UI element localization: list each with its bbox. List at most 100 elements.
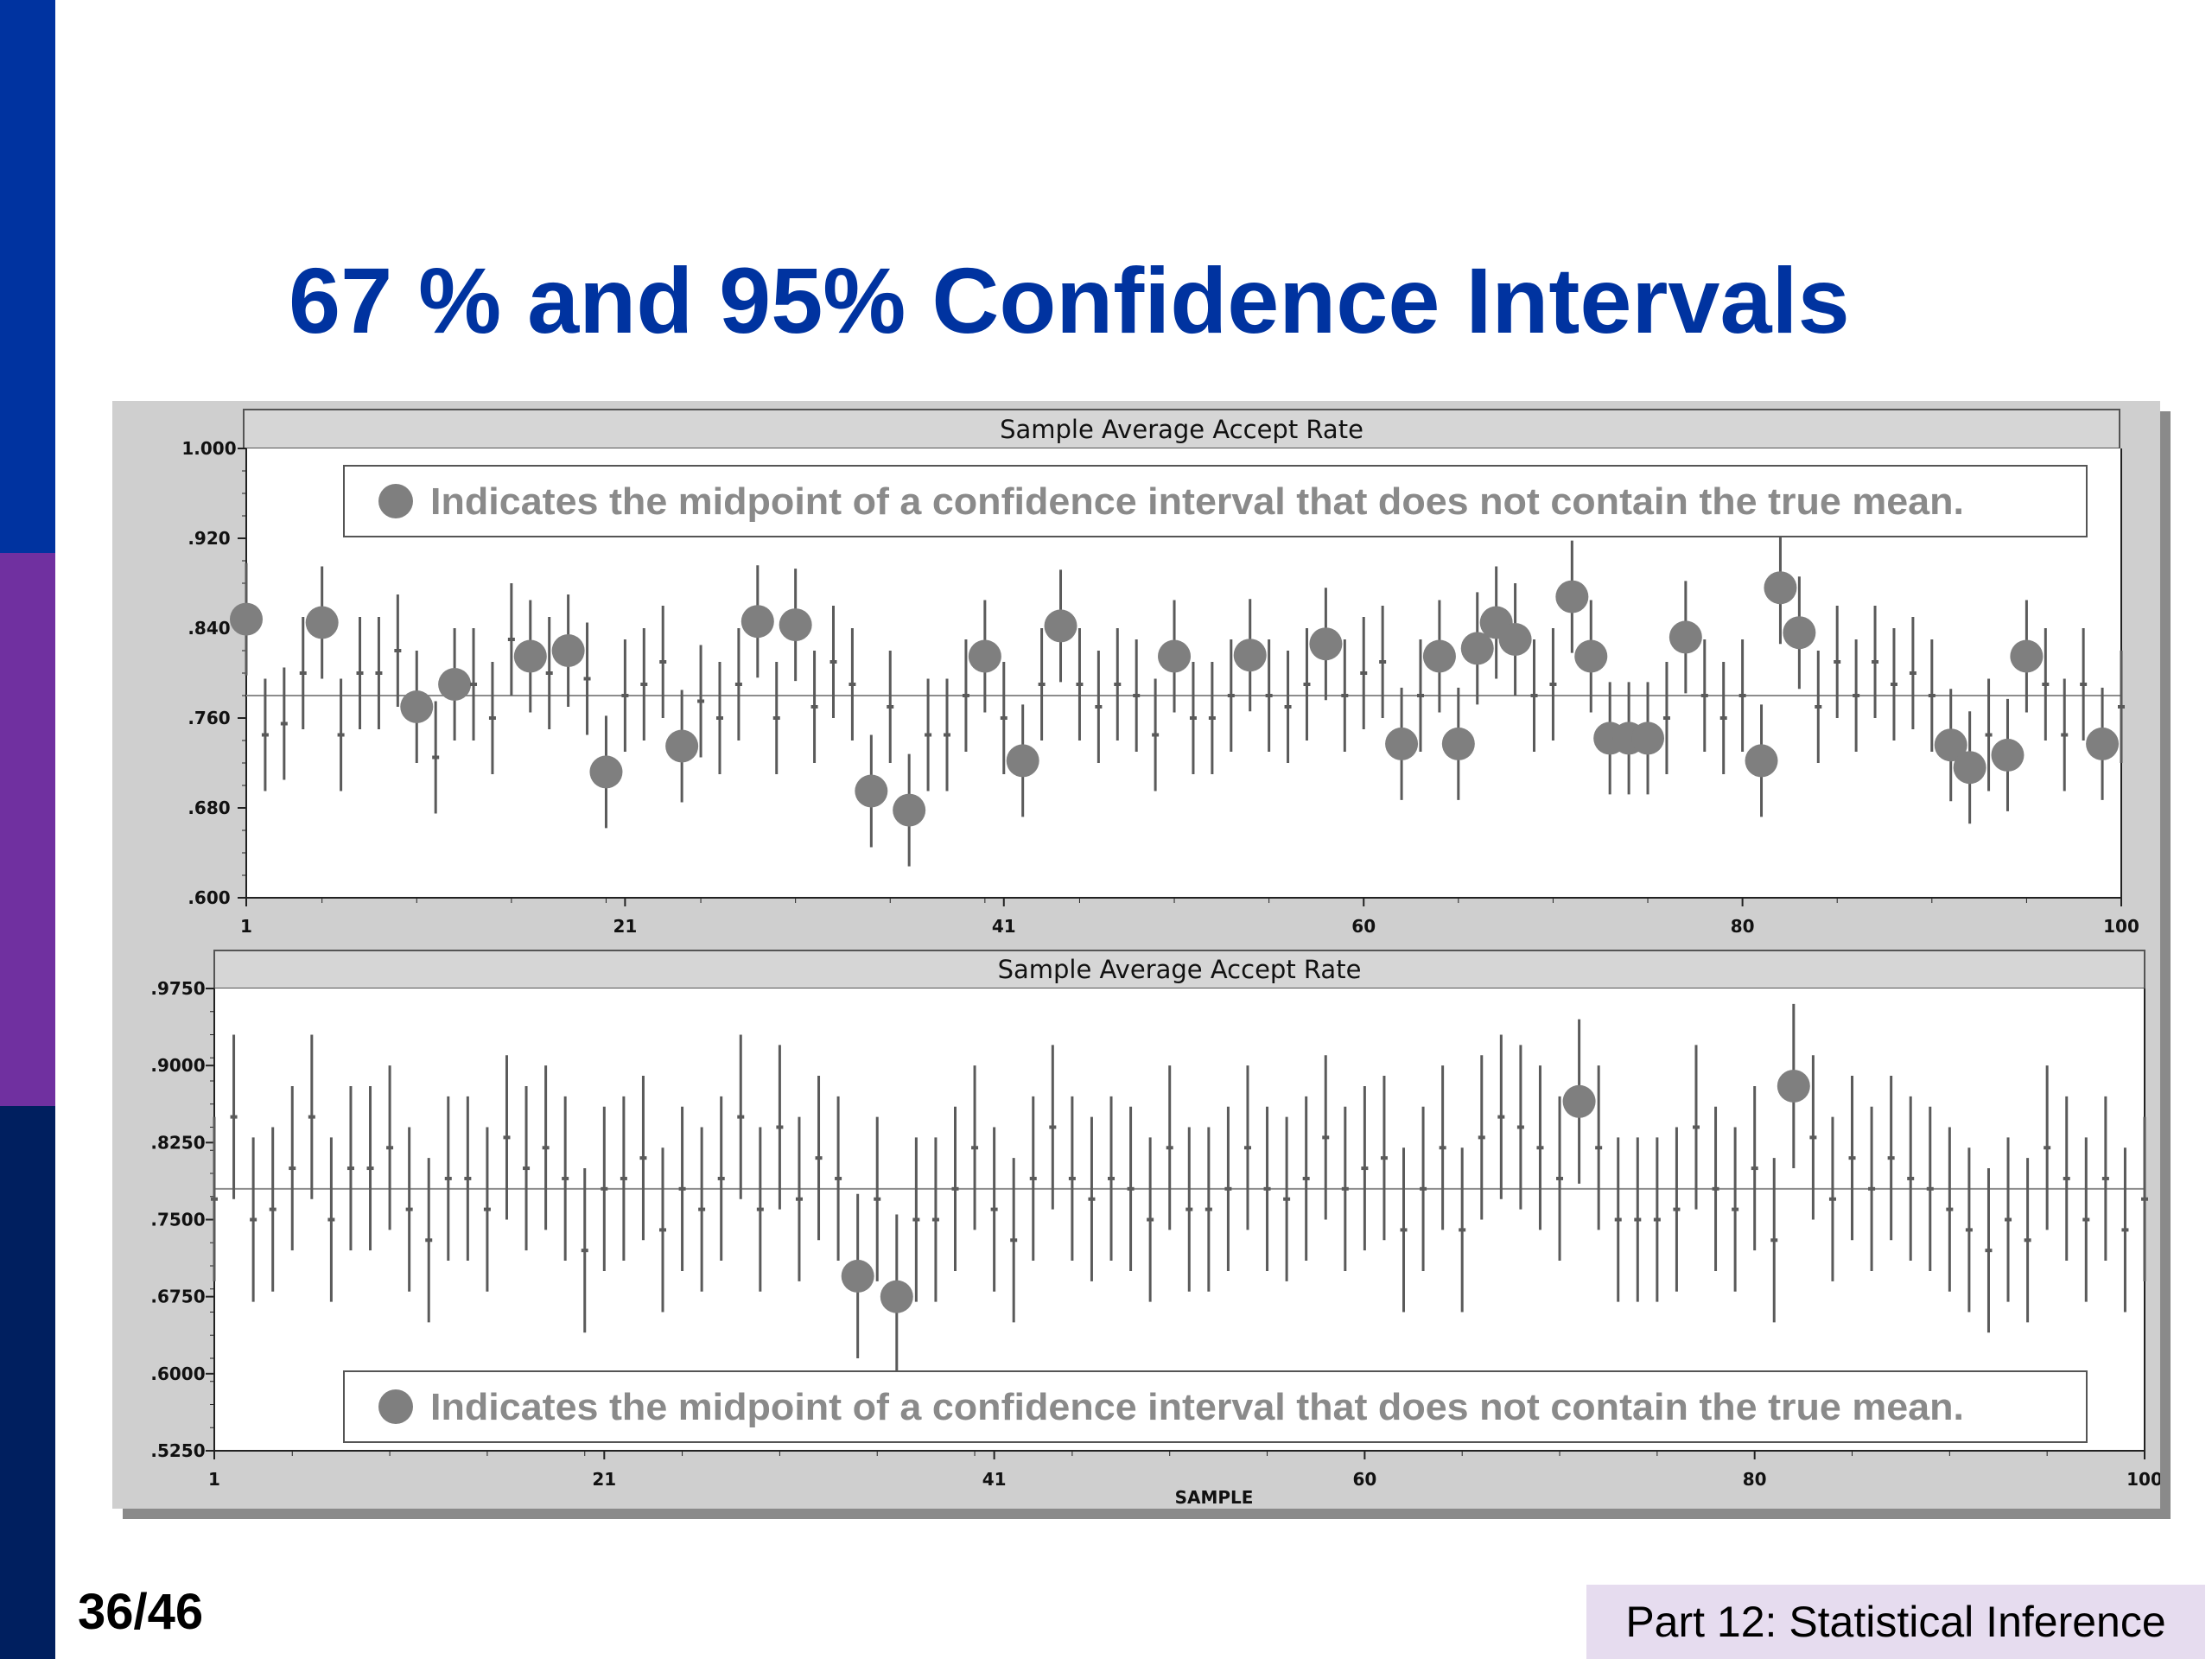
miss-midpoint-marker	[741, 605, 774, 639]
y-tick-label: .9000	[150, 1055, 205, 1076]
miss-midpoint-marker	[1562, 1084, 1596, 1118]
x-tick-label: 41	[982, 1469, 1007, 1490]
interval-midpoint-tick	[1751, 1166, 1758, 1171]
interval-midpoint-tick	[562, 1176, 569, 1180]
interval-midpoint-tick	[874, 1197, 881, 1201]
interval-midpoint-tick	[1872, 660, 1879, 664]
interval-midpoint-tick	[394, 649, 402, 652]
interval-midpoint-tick	[1890, 683, 1897, 686]
interval-midpoint-tick	[299, 671, 307, 675]
interval-midpoint-tick	[1673, 1207, 1681, 1211]
miss-midpoint-marker	[1555, 580, 1589, 613]
interval-midpoint-tick	[1459, 1228, 1466, 1232]
confidence-interval-charts: Sample Average Accept Rate 1.000 .920 .840.…	[150, 409, 2160, 1508]
interval-midpoint-tick	[815, 1156, 823, 1160]
interval-midpoint-tick	[1380, 1156, 1388, 1160]
interval-midpoint-tick	[1029, 1176, 1037, 1180]
miss-midpoint-marker	[1783, 616, 1816, 650]
interval-midpoint-tick	[776, 1125, 784, 1129]
interval-midpoint-tick	[1189, 716, 1197, 720]
interval-midpoint-tick	[835, 1176, 842, 1180]
miss-midpoint-marker	[779, 608, 812, 642]
interval-midpoint-tick	[1928, 694, 1936, 697]
interval-midpoint-tick	[912, 1217, 920, 1222]
interval-midpoint-tick	[1439, 1146, 1446, 1150]
interval-midpoint-tick	[717, 1176, 725, 1180]
x-tick-label: 60	[1352, 1469, 1376, 1490]
x-tick-label: 100	[2126, 1469, 2160, 1490]
figure-panel: Sample Average Accept Rate 1.000 .920 .840.…	[112, 401, 2160, 1509]
miss-midpoint-marker	[589, 755, 623, 789]
interval-midpoint-tick	[289, 1166, 296, 1171]
interval-midpoint-tick	[2005, 1217, 2012, 1222]
interval-midpoint-tick	[1662, 716, 1670, 720]
interval-midpoint-tick	[1265, 694, 1273, 697]
interval-midpoint-tick	[1000, 716, 1007, 720]
interval-midpoint-tick	[1114, 683, 1122, 686]
y-tick-label: .600	[188, 887, 230, 908]
miss-midpoint-marker	[841, 1259, 874, 1293]
interval-midpoint-tick	[1341, 1186, 1349, 1191]
interval-midpoint-tick	[1909, 671, 1916, 675]
interval-midpoint-tick	[640, 683, 648, 686]
chart-title-bar	[213, 950, 2145, 989]
interval-midpoint-tick	[1038, 683, 1046, 686]
interval-midpoint-tick	[1965, 1228, 1973, 1232]
x-tick-label: 80	[1731, 916, 1755, 937]
footer-box: Part 12: Statistical Inference	[1586, 1585, 2205, 1659]
interval-midpoint-tick	[1341, 694, 1349, 697]
interval-midpoint-tick	[734, 683, 742, 686]
interval-midpoint-tick	[1361, 1166, 1369, 1171]
miss-midpoint-marker	[305, 606, 339, 639]
interval-midpoint-tick	[523, 1166, 531, 1171]
miss-midpoint-marker	[2086, 727, 2120, 760]
interval-midpoint-tick	[1549, 683, 1557, 686]
interval-midpoint-tick	[581, 1249, 588, 1253]
miss-midpoint-marker	[1422, 639, 1456, 673]
miss-midpoint-marker	[1777, 1069, 1810, 1103]
interval-midpoint-tick	[1634, 1217, 1642, 1222]
interval-midpoint-tick	[2121, 1228, 2129, 1232]
interval-midpoint-tick	[1828, 1197, 1836, 1201]
interval-midpoint-tick	[1719, 716, 1727, 720]
miss-midpoint-marker	[438, 668, 472, 701]
interval-midpoint-tick	[1907, 1176, 1915, 1180]
interval-midpoint-tick	[327, 1217, 335, 1222]
y-tick-label: 1.000	[181, 438, 236, 459]
miss-midpoint-marker	[1006, 744, 1039, 778]
interval-midpoint-tick	[621, 694, 629, 697]
interval-midpoint-tick	[483, 1207, 491, 1211]
interval-midpoint-tick	[1263, 1186, 1271, 1191]
interval-midpoint-tick	[1770, 1238, 1778, 1243]
x-tick-label: 21	[592, 1469, 616, 1490]
interval-midpoint-tick	[1010, 1238, 1018, 1243]
miss-midpoint-marker	[893, 793, 926, 827]
interval-midpoint-tick	[1152, 733, 1160, 737]
interval-midpoint-tick	[1692, 1125, 1700, 1129]
interval-midpoint-tick	[1127, 1186, 1135, 1191]
y-tick-label: .8250	[150, 1132, 205, 1153]
interval-midpoint-tick	[1068, 1176, 1076, 1180]
y-tick-label: .760	[188, 708, 230, 728]
interval-midpoint-tick	[1133, 694, 1141, 697]
interval-midpoint-tick	[366, 1166, 374, 1171]
interval-midpoint-tick	[356, 671, 364, 675]
miss-midpoint-marker	[1385, 727, 1419, 760]
slide-title: 67 % and 95% Confidence Intervals	[289, 248, 1850, 353]
interval-midpoint-tick	[405, 1207, 413, 1211]
interval-midpoint-tick	[1076, 683, 1084, 686]
y-tick-label: .920	[188, 528, 230, 549]
legend-text: Indicates the midpoint of a confidence i…	[430, 480, 1964, 523]
interval-midpoint-tick	[1224, 1186, 1232, 1191]
interval-midpoint-tick	[1536, 1146, 1544, 1150]
x-axis-title: SAMPLE	[1175, 1487, 1254, 1508]
interval-midpoint-tick	[1088, 1197, 1096, 1201]
interval-midpoint-tick	[444, 1176, 452, 1180]
miss-midpoint-marker	[513, 639, 547, 673]
x-tick-label: 41	[992, 916, 1016, 937]
interval-midpoint-tick	[1416, 694, 1424, 697]
miss-midpoint-marker	[551, 634, 585, 667]
x-tick-label: 21	[613, 916, 637, 937]
interval-midpoint-tick	[1302, 1176, 1310, 1180]
interval-midpoint-tick	[507, 638, 515, 641]
